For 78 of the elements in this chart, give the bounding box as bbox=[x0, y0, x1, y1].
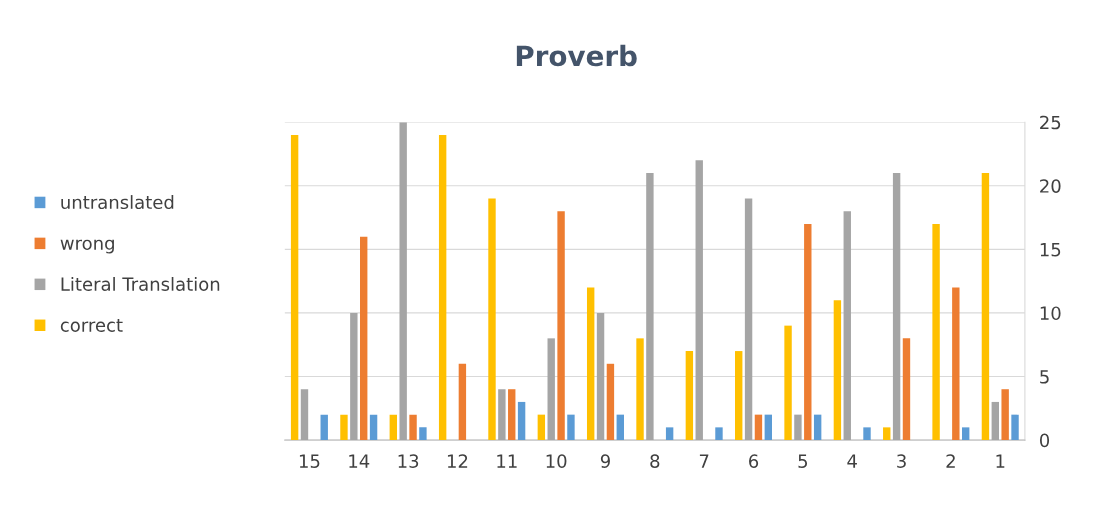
x-tick-label: 7 bbox=[699, 454, 709, 468]
bar bbox=[458, 363, 467, 441]
bar bbox=[438, 134, 447, 441]
bar bbox=[744, 198, 753, 441]
y-tick-label: 20 bbox=[1040, 179, 1061, 193]
bar bbox=[646, 173, 654, 441]
x-tick-label: 1 bbox=[996, 454, 1005, 468]
y-tick-label: 15 bbox=[1040, 243, 1061, 257]
x-tick-label: 2 bbox=[946, 454, 955, 468]
bar bbox=[369, 414, 378, 441]
bar bbox=[843, 211, 851, 441]
bar bbox=[320, 414, 328, 441]
x-tick-label: 5 bbox=[798, 454, 808, 468]
bar bbox=[833, 300, 842, 441]
bar bbox=[695, 160, 703, 441]
bar bbox=[409, 414, 417, 441]
bar bbox=[883, 427, 891, 441]
bar bbox=[547, 338, 555, 441]
bar bbox=[932, 223, 940, 441]
bar bbox=[952, 287, 960, 441]
y-tick-label: 10 bbox=[1040, 306, 1061, 321]
bar bbox=[616, 414, 624, 441]
x-tick-label: 14 bbox=[349, 454, 370, 468]
x-tick-label: 3 bbox=[897, 454, 906, 468]
bar bbox=[685, 351, 694, 441]
x-tick-label: 15 bbox=[299, 454, 320, 468]
bar bbox=[557, 211, 565, 441]
x-tick-label: 6 bbox=[749, 454, 759, 468]
legend-label: Literal Translation bbox=[61, 276, 220, 291]
bar bbox=[804, 223, 812, 441]
bar bbox=[596, 312, 605, 441]
bar bbox=[389, 414, 398, 441]
bar bbox=[715, 427, 723, 441]
bar bbox=[764, 414, 773, 441]
bar bbox=[508, 389, 516, 441]
x-tick-label: 12 bbox=[447, 454, 468, 468]
x-tick-label: 9 bbox=[600, 454, 610, 468]
legend-label: wrong bbox=[60, 239, 114, 254]
x-tick-label: 8 bbox=[650, 454, 660, 468]
y-tick-label: 5 bbox=[1040, 370, 1049, 384]
bar bbox=[606, 363, 615, 441]
bar bbox=[586, 287, 595, 441]
chart-title: Proverb bbox=[516, 44, 637, 67]
bar bbox=[340, 414, 348, 441]
bar bbox=[498, 389, 506, 441]
bar bbox=[350, 312, 358, 441]
bar bbox=[419, 427, 427, 441]
bar bbox=[813, 414, 822, 441]
bar bbox=[1011, 414, 1019, 441]
bar bbox=[863, 427, 871, 441]
bar bbox=[488, 198, 496, 441]
bar bbox=[360, 236, 368, 441]
bar bbox=[981, 173, 990, 441]
bar bbox=[300, 389, 309, 441]
bar bbox=[991, 401, 999, 441]
bar bbox=[1001, 389, 1009, 441]
bar bbox=[754, 414, 763, 441]
x-tick-label: 13 bbox=[398, 454, 419, 468]
bar bbox=[665, 427, 674, 441]
bar bbox=[902, 338, 911, 441]
y-tick-label: 25 bbox=[1040, 115, 1061, 130]
bar bbox=[636, 338, 644, 441]
legend-label: correct bbox=[60, 318, 123, 332]
bar bbox=[517, 401, 526, 441]
bar bbox=[290, 134, 299, 441]
bar bbox=[784, 325, 792, 441]
bar bbox=[537, 414, 546, 441]
bar bbox=[735, 351, 743, 441]
bar bbox=[892, 173, 901, 441]
bar bbox=[399, 122, 407, 441]
x-tick-label: 4 bbox=[847, 454, 857, 468]
x-tick-label: 11 bbox=[497, 454, 517, 468]
bar bbox=[961, 427, 970, 441]
y-tick-label: 0 bbox=[1039, 433, 1050, 448]
bar bbox=[567, 414, 575, 441]
x-tick-label: 10 bbox=[546, 454, 567, 468]
bar bbox=[794, 414, 802, 441]
legend-label: untranslated bbox=[61, 195, 174, 210]
